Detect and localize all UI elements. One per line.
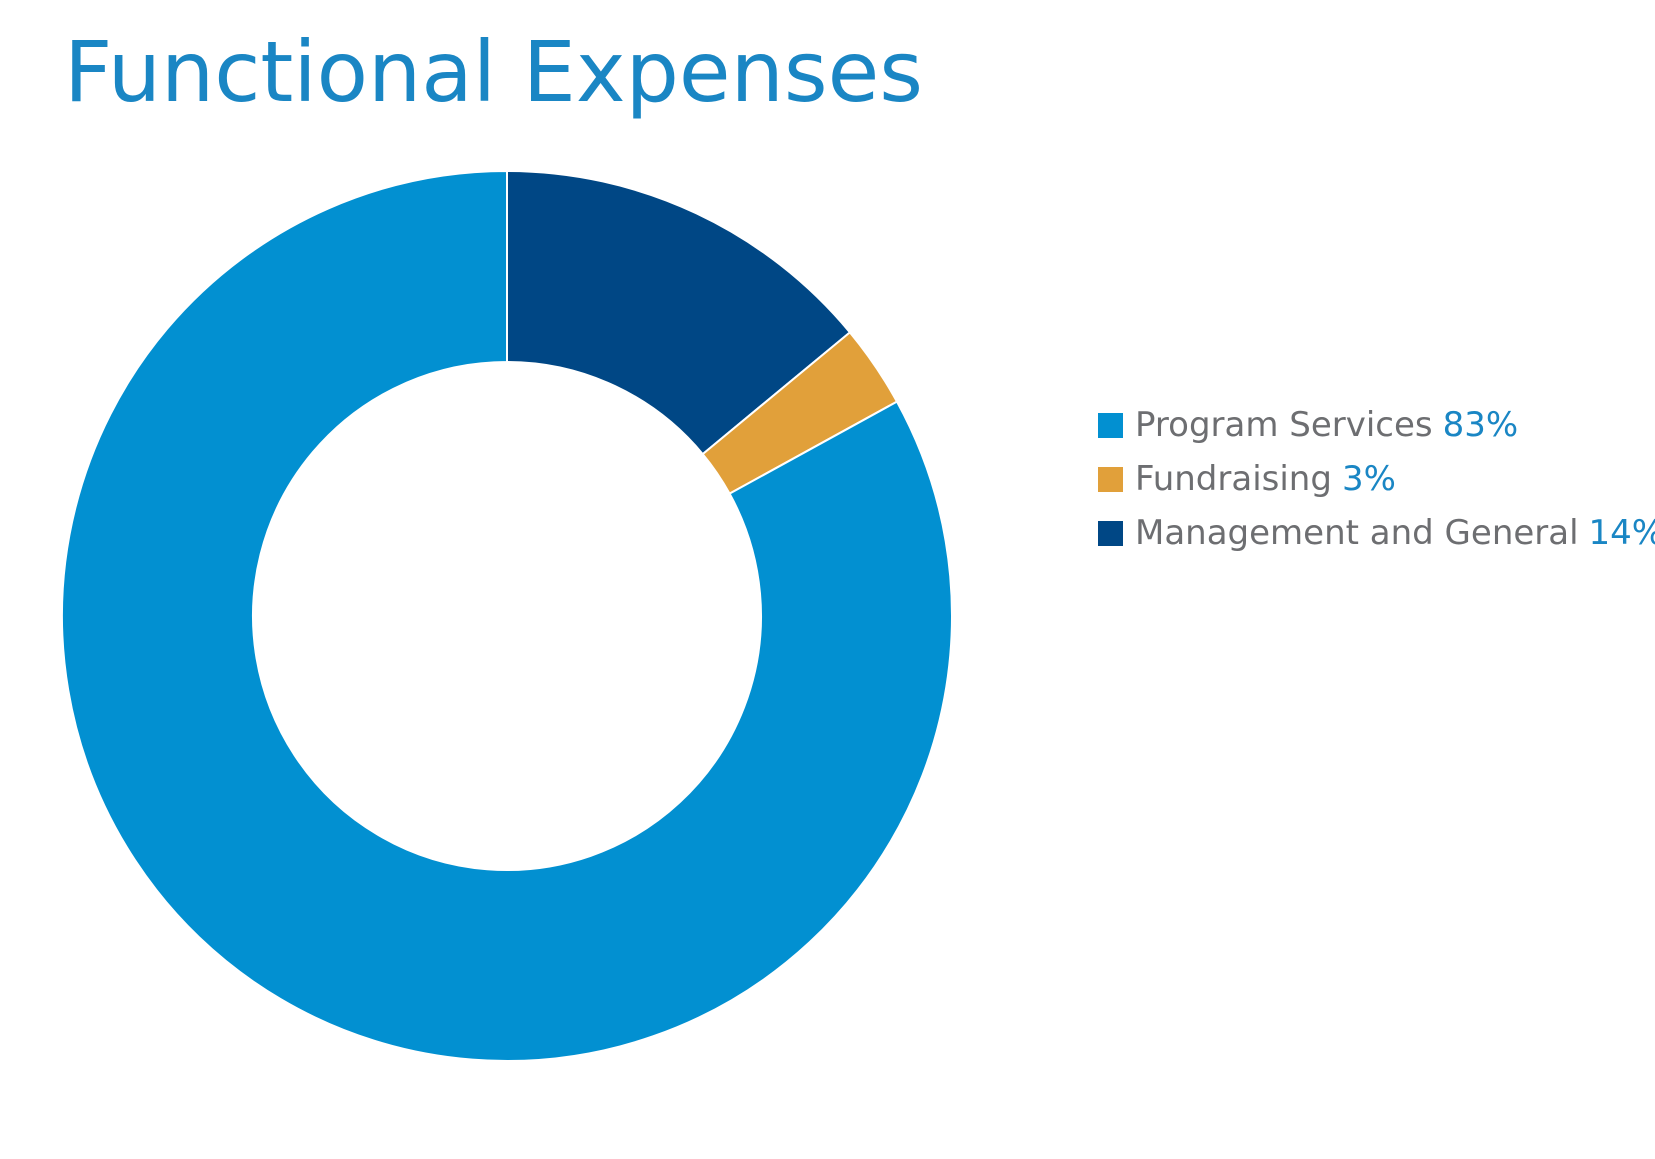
legend-label-fundraising: Fundraising [1135,459,1332,499]
donut-slice-program-services [61,169,953,1062]
donut-slice-management-and-general [506,169,852,456]
legend-swatch-fundraising [1098,466,1123,492]
legend-item-fundraising: Fundraising 3% [1098,452,1655,506]
legend-value-fundraising: 3% [1341,459,1396,499]
legend-label-program-services: Program Services [1135,405,1433,445]
legend-label-management-and-general: Management and General [1135,513,1579,553]
legend-value-program-services: 83% [1442,405,1519,445]
chart-legend: Program Services 83% Fundraising 3% Mana… [1098,398,1655,560]
legend-item-program-services: Program Services 83% [1098,398,1655,452]
chart-title: Functional Expenses [64,23,924,121]
legend-swatch-management-and-general [1098,520,1123,546]
legend-value-management-and-general: 14% [1588,513,1655,553]
legend-item-management-and-general: Management and General 14% [1098,506,1655,560]
legend-swatch-program-services [1098,412,1123,438]
